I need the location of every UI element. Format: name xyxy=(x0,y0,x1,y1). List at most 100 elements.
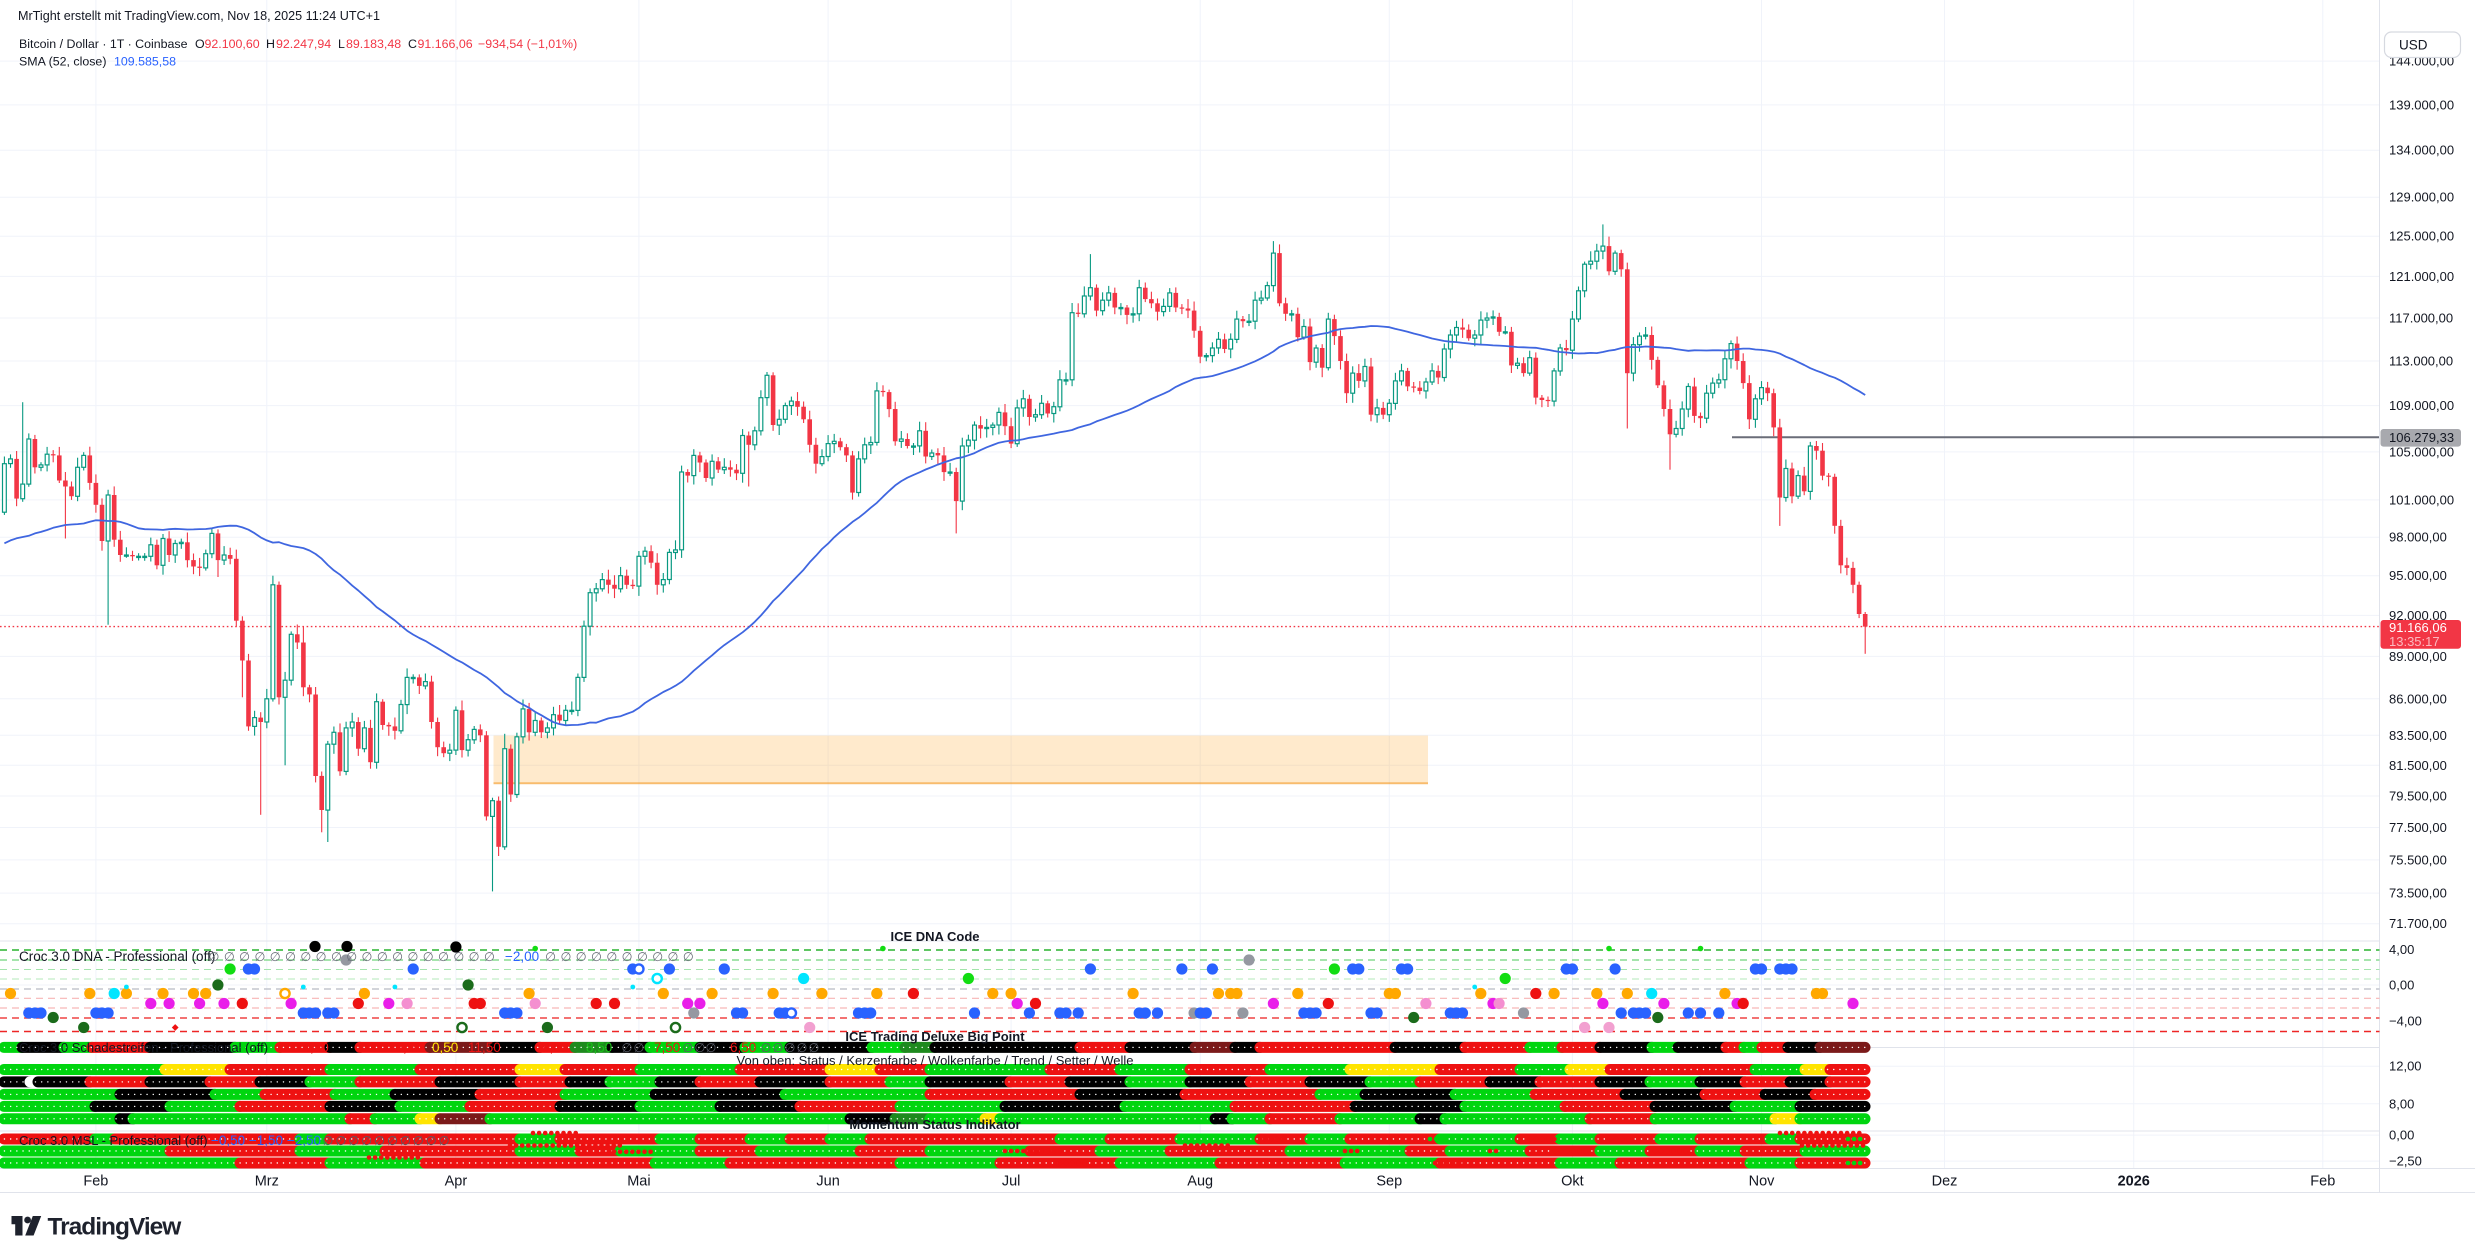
svg-text:−0,50 −1,50 −2,50: −0,50 −1,50 −2,50 xyxy=(211,1133,321,1148)
svg-text:∅: ∅ xyxy=(773,1041,784,1055)
svg-text:109.585,58: 109.585,58 xyxy=(114,55,176,69)
svg-text:∅: ∅ xyxy=(224,950,235,964)
svg-text:71.700,00: 71.700,00 xyxy=(2389,916,2447,931)
svg-text:∅: ∅ xyxy=(377,950,388,964)
svg-text:91.166,06: 91.166,06 xyxy=(418,37,473,51)
svg-text:∅: ∅ xyxy=(438,950,449,964)
svg-text:73.500,00: 73.500,00 xyxy=(2389,886,2447,901)
svg-text:79.500,00: 79.500,00 xyxy=(2389,789,2447,804)
svg-text:∅: ∅ xyxy=(209,950,220,964)
svg-text:7,50: 7,50 xyxy=(654,1040,680,1055)
svg-text:Croc 3.0 Schadestreifen - Prof: Croc 3.0 Schadestreifen - Professional (… xyxy=(19,1040,268,1055)
svg-text:∅: ∅ xyxy=(316,950,327,964)
svg-text:∅: ∅ xyxy=(545,950,556,964)
svg-text:121.000,00: 121.000,00 xyxy=(2389,269,2454,284)
svg-text:∅: ∅ xyxy=(387,1134,398,1148)
svg-text:MrTight erstellt mit TradingVi: MrTight erstellt mit TradingView.com, No… xyxy=(18,9,380,23)
svg-text:129.000,00: 129.000,00 xyxy=(2389,190,2454,205)
svg-text:∅: ∅ xyxy=(668,950,679,964)
svg-text:∅: ∅ xyxy=(392,950,403,964)
svg-text:∅: ∅ xyxy=(634,1041,645,1055)
svg-text:ICE DNA Code: ICE DNA Code xyxy=(890,929,979,944)
svg-text:117.000,00: 117.000,00 xyxy=(2389,311,2453,326)
svg-text:Jun: Jun xyxy=(816,1174,839,1190)
svg-text:∅: ∅ xyxy=(683,1041,694,1055)
svg-text:−934,54 (−1,01%): −934,54 (−1,01%) xyxy=(478,37,577,51)
svg-text:Aug: Aug xyxy=(1187,1174,1213,1190)
svg-text:SMA (52, close): SMA (52, close) xyxy=(19,55,106,69)
svg-text:∅: ∅ xyxy=(423,950,434,964)
svg-text:∅: ∅ xyxy=(695,1041,706,1055)
svg-text:Apr: Apr xyxy=(445,1174,468,1190)
svg-text:89.183,48: 89.183,48 xyxy=(346,37,401,51)
svg-text:∅: ∅ xyxy=(346,950,357,964)
svg-text:106.279,33: 106.279,33 xyxy=(2389,430,2454,445)
svg-text:8,50: 8,50 xyxy=(586,1040,612,1055)
svg-text:0,50: 0,50 xyxy=(432,1040,458,1055)
svg-text:∅: ∅ xyxy=(484,950,495,964)
svg-text:Jul: Jul xyxy=(1002,1174,1021,1190)
svg-text:−4,00: −4,00 xyxy=(2389,1013,2422,1028)
svg-text:10,50: 10,50 xyxy=(388,1040,422,1055)
svg-text:86.000,00: 86.000,00 xyxy=(2389,691,2447,706)
svg-text:∅: ∅ xyxy=(706,1041,717,1055)
svg-text:113.000,00: 113.000,00 xyxy=(2389,354,2453,369)
svg-text:Mrz: Mrz xyxy=(255,1174,279,1190)
svg-text:4,00: 4,00 xyxy=(2389,942,2414,957)
svg-text:O: O xyxy=(195,37,205,51)
svg-text:H: H xyxy=(266,37,275,51)
svg-text:USD: USD xyxy=(2399,37,2428,52)
svg-text:∅: ∅ xyxy=(560,950,571,964)
svg-text:98.000,00: 98.000,00 xyxy=(2389,530,2447,545)
svg-text:∅: ∅ xyxy=(576,950,587,964)
svg-text:95.000,00: 95.000,00 xyxy=(2389,568,2447,583)
svg-text:Feb: Feb xyxy=(2310,1174,2335,1190)
svg-text:Sep: Sep xyxy=(1376,1174,1402,1190)
svg-text:0,00: 0,00 xyxy=(2389,977,2414,992)
svg-text:∅: ∅ xyxy=(239,950,250,964)
svg-text:∅: ∅ xyxy=(652,950,663,964)
svg-text:∅: ∅ xyxy=(400,1134,411,1148)
svg-text:92.000,00: 92.000,00 xyxy=(2389,608,2447,623)
svg-text:∅: ∅ xyxy=(453,950,464,964)
svg-text:92.247,94: 92.247,94 xyxy=(276,37,331,51)
svg-text:∅: ∅ xyxy=(622,950,633,964)
svg-text:∅: ∅ xyxy=(591,950,602,964)
svg-text:L: L xyxy=(338,37,345,51)
svg-text:9,50: 9,50 xyxy=(542,1040,568,1055)
svg-text:Croc 3.0 MSL - Professional (o: Croc 3.0 MSL - Professional (off) xyxy=(19,1133,208,1148)
svg-text:Mai: Mai xyxy=(627,1174,650,1190)
svg-text:∅: ∅ xyxy=(374,1134,385,1148)
svg-text:Croc 3.0 DNA - Professional (o: Croc 3.0 DNA - Professional (off) xyxy=(19,949,215,964)
svg-text:Bitcoin / Dollar · 1T · Coinba: Bitcoin / Dollar · 1T · Coinbase xyxy=(19,37,188,51)
svg-text:75.500,00: 75.500,00 xyxy=(2389,852,2447,867)
svg-text:TradingView: TradingView xyxy=(48,1214,183,1241)
svg-text:∅: ∅ xyxy=(285,950,296,964)
svg-text:∅: ∅ xyxy=(362,950,373,964)
svg-text:∅: ∅ xyxy=(300,950,311,964)
svg-text:101.000,00: 101.000,00 xyxy=(2389,492,2454,507)
svg-text:∅: ∅ xyxy=(469,950,480,964)
svg-text:Feb: Feb xyxy=(83,1174,108,1190)
svg-text:−2,50: −2,50 xyxy=(2389,1154,2422,1169)
svg-text:∅: ∅ xyxy=(439,1134,450,1148)
svg-text:2026: 2026 xyxy=(2118,1174,2150,1190)
svg-text:∅: ∅ xyxy=(785,1041,796,1055)
svg-text:∅: ∅ xyxy=(426,1134,437,1148)
svg-text:−2,00: −2,00 xyxy=(505,949,539,964)
svg-text:8,00: 8,00 xyxy=(2389,1096,2414,1111)
svg-text:Nov: Nov xyxy=(1749,1174,1776,1190)
svg-text:∅: ∅ xyxy=(407,950,418,964)
svg-text:∅: ∅ xyxy=(361,1134,372,1148)
svg-text:∅: ∅ xyxy=(323,1134,334,1148)
svg-text:134.000,00: 134.000,00 xyxy=(2389,143,2454,158)
svg-text:92.100,60: 92.100,60 xyxy=(205,37,260,51)
svg-text:Von oben: Status / Kerzenfarbe: Von oben: Status / Kerzenfarbe / Wolkenf… xyxy=(737,1053,1134,1068)
svg-text:∅: ∅ xyxy=(637,950,648,964)
svg-text:∅: ∅ xyxy=(348,1134,359,1148)
svg-text:0,00: 0,00 xyxy=(2389,1128,2414,1143)
svg-text:∅: ∅ xyxy=(683,950,694,964)
svg-text:109.000,00: 109.000,00 xyxy=(2389,398,2454,413)
svg-text:81.500,00: 81.500,00 xyxy=(2389,758,2447,773)
svg-text:77.500,00: 77.500,00 xyxy=(2389,820,2447,835)
